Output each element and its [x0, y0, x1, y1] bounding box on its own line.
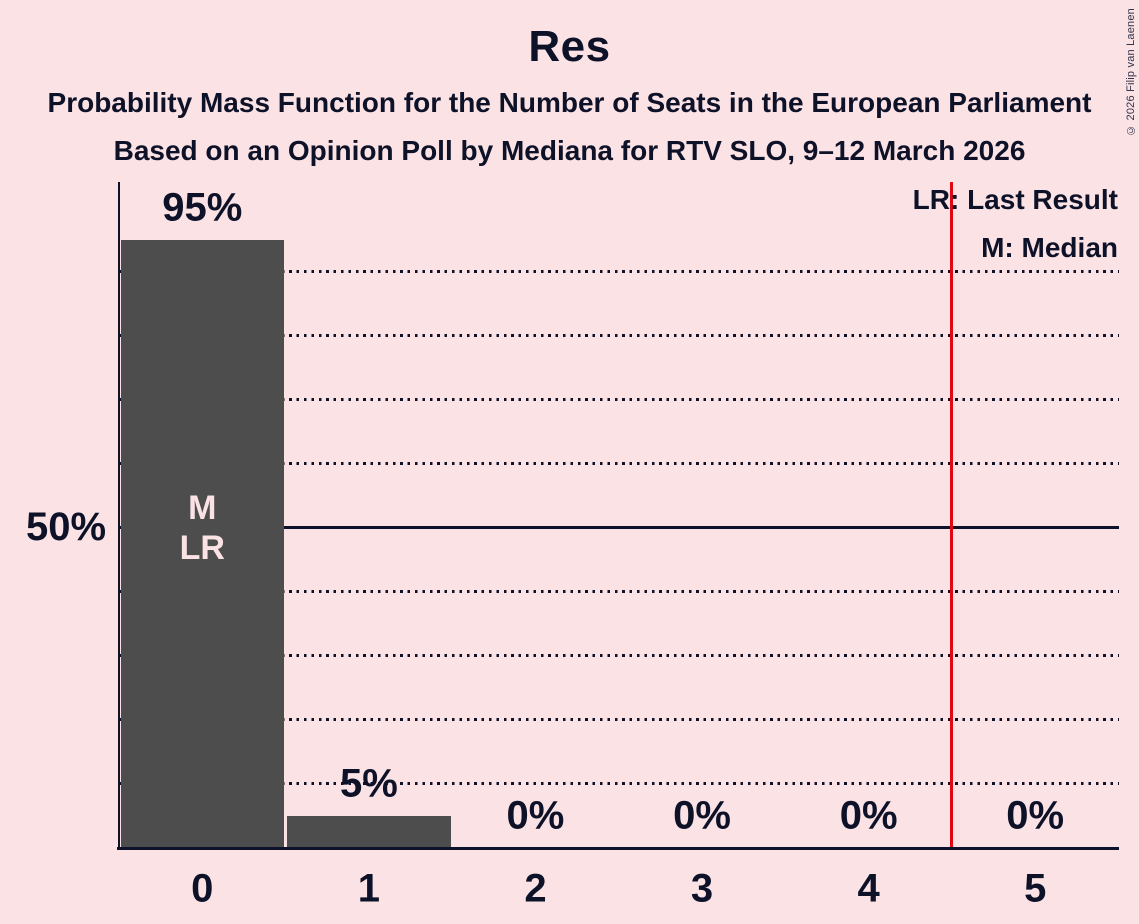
y-axis-line	[117, 182, 120, 849]
bar-value-label-2: 0%	[506, 793, 565, 838]
chart-subtitle-line2: Based on an Opinion Poll by Mediana for …	[113, 135, 1026, 166]
gridline-70pct	[119, 398, 1119, 401]
bar-value-label-1: 5%	[339, 761, 398, 806]
x-tick-label-1: 1	[357, 866, 380, 911]
x-tick-label-3: 3	[690, 866, 714, 911]
bar-value-label-4: 0%	[839, 793, 898, 838]
bar-seats-0	[120, 239, 285, 847]
x-tick-label-4: 4	[857, 866, 880, 911]
median-last-result-marker: M LR	[179, 488, 225, 567]
x-tick-label-5: 5	[1024, 866, 1047, 911]
x-axis-line	[117, 846, 1119, 850]
bar-value-label-0: 95%	[162, 185, 243, 230]
gridline-10pct	[119, 782, 1119, 785]
y-axis-tick-label: 50%	[26, 505, 107, 549]
gridline-50pct-solid	[119, 526, 1119, 529]
bar-value-label-3: 0%	[673, 793, 731, 838]
gridline-20pct	[119, 718, 1119, 721]
gridline-30pct	[119, 654, 1119, 657]
gridline-90pct	[119, 270, 1119, 273]
chart-title: Res	[528, 22, 611, 71]
legend-median: M: Median	[981, 232, 1118, 263]
red-vertical-line	[950, 182, 954, 847]
gridline-40pct	[119, 590, 1119, 593]
bar-seats-1	[287, 815, 451, 847]
gridline-80pct	[119, 334, 1119, 337]
gridline-60pct	[119, 462, 1119, 465]
chart-subtitle-line1: Probability Mass Function for the Number…	[47, 87, 1092, 118]
legend-last-result: LR: Last Result	[912, 184, 1118, 215]
bar-value-label-5: 0%	[1006, 793, 1065, 838]
x-tick-label-0: 0	[191, 866, 214, 911]
x-tick-label-2: 2	[524, 866, 547, 911]
